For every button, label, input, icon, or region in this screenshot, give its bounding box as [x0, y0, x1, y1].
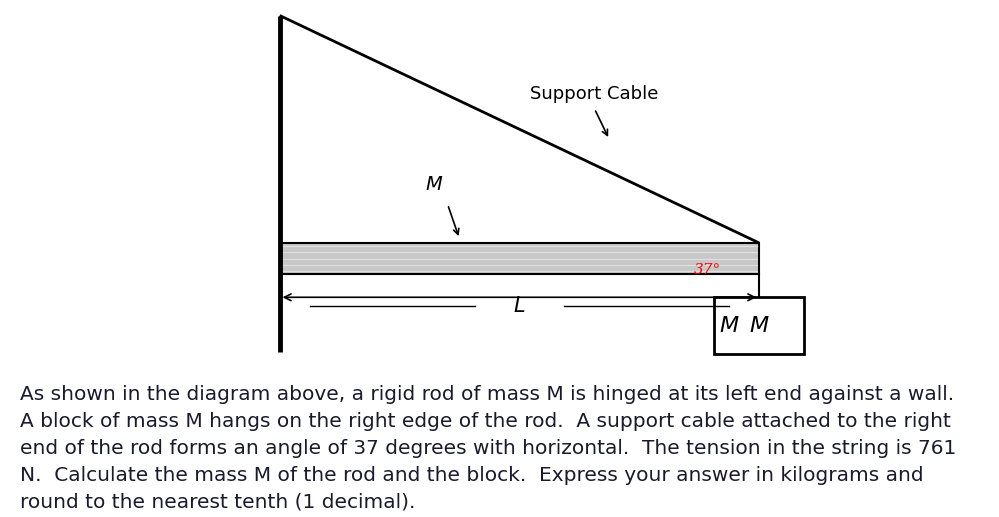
Text: round to the nearest tenth (1 decimal).: round to the nearest tenth (1 decimal). — [20, 493, 416, 512]
Bar — [714, 297, 804, 354]
Bar — [280, 243, 759, 274]
Text: A block of mass M hangs on the right edge of the rod.  A support cable attached : A block of mass M hangs on the right edg… — [20, 412, 951, 431]
Text: $L$: $L$ — [513, 296, 525, 316]
Text: end of the rod forms an angle of 37 degrees with horizontal.  The tension in the: end of the rod forms an angle of 37 degr… — [20, 439, 956, 458]
Text: Support Cable: Support Cable — [530, 85, 658, 103]
Text: $M$: $M$ — [749, 315, 769, 337]
Text: $M$: $M$ — [426, 176, 444, 194]
Text: $M$: $M$ — [719, 315, 739, 337]
Text: As shown in the diagram above, a rigid rod of mass M is hinged at its left end a: As shown in the diagram above, a rigid r… — [20, 385, 954, 404]
Text: 37°: 37° — [694, 263, 721, 277]
Text: N.  Calculate the mass M of the rod and the block.  Express your answer in kilog: N. Calculate the mass M of the rod and t… — [20, 466, 924, 485]
